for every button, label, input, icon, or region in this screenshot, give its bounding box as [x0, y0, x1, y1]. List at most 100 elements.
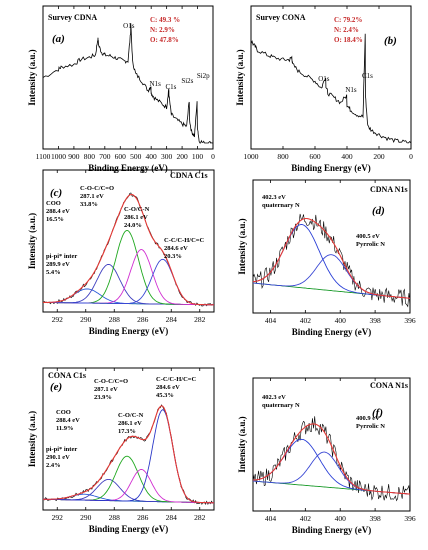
component-label: 288.4 eV [46, 208, 70, 215]
y-axis-label: Intensity (a.u.) [237, 416, 247, 472]
x-tick-label: 900 [68, 152, 80, 161]
component-label: 400.5 eV [356, 233, 380, 240]
y-axis-label: Intensity (a.u.) [27, 213, 37, 269]
component-label: quaternary N [262, 402, 300, 409]
x-tick-label: 0 [211, 152, 215, 161]
x-axis-label: Binding Energy (eV) [292, 525, 372, 535]
x-tick-label: 400 [341, 152, 353, 161]
composition-label: N: 2.4% [334, 26, 359, 34]
x-tick-label: 600 [309, 152, 321, 161]
x-tick-label: 282 [194, 315, 206, 324]
composition-label: N: 2.9% [150, 26, 175, 34]
panel-letter: (a) [52, 33, 65, 45]
x-tick-label: 1100 [36, 152, 51, 161]
panel-b: 1000 800 600 400 200 0 Binding Energy (eV) Inte… [235, 5, 413, 173]
component-label: 16.5% [46, 216, 64, 223]
panel-f: 404 402 400 398 396 Binding Energy (eV) Intens… [237, 377, 416, 535]
component-label: C-C/C-H/C=C [156, 376, 196, 383]
panel-title: CDNA N1s [370, 185, 408, 194]
component-label: Pyrrolic N [356, 241, 385, 248]
component-label: C-C/C-H/C=C [164, 237, 204, 244]
component-label: 402.3 eV [262, 394, 286, 401]
x-axis-label: Binding Energy (eV) [292, 327, 372, 337]
component-label: 17.3% [118, 428, 136, 435]
component-label: C-O-C/C=O [94, 378, 128, 385]
x-tick-label: 284 [166, 513, 178, 522]
component-label: 2.4% [46, 462, 61, 469]
panel-title: CDNA C1s [170, 171, 208, 180]
x-axis-label: Binding Energy (eV) [89, 326, 169, 336]
x-tick-label: 398 [369, 514, 381, 523]
y-axis-label: Intensity (a.u.) [27, 49, 37, 105]
panel-d: 404 402 400 398 396 Binding Energy (eV) Intens… [237, 179, 416, 337]
x-tick-label: 402 [300, 316, 312, 325]
component-label: pi-pi* inter [46, 446, 77, 453]
component-label: 289.9 eV [46, 261, 70, 268]
component-label: C-O/C-N [118, 412, 144, 419]
panel-title: CONA N1s [370, 381, 408, 390]
plot-frame [42, 367, 215, 511]
x-tick-label: 284 [166, 315, 178, 324]
panel-title: Survey CDNA [48, 13, 97, 22]
component-label: pi-pi* inter [46, 253, 77, 260]
component-label: C-O-C/C=O [80, 185, 114, 192]
panel-letter: (d) [372, 205, 385, 217]
spectrum-line [42, 23, 213, 144]
x-tick-label: 200 [373, 152, 385, 161]
component-label: 290.1 eV [46, 454, 70, 461]
component-label: 288.4 eV [56, 417, 80, 424]
x-tick-label: 400 [335, 316, 347, 325]
x-tick-label: 286 [137, 513, 149, 522]
x-tick-label: 288 [109, 315, 121, 324]
x-tick-label: 1000 [51, 152, 66, 161]
raw-spectrum [252, 213, 411, 308]
composition-label: O: 47.8% [150, 36, 179, 44]
component-label: 20.3% [164, 253, 182, 260]
y-axis-label: Intensity (a.u.) [235, 49, 245, 105]
component-label: COO [46, 200, 61, 207]
panel-e: 292 290 288 286 284 282 Binding Energy (eV) Int… [27, 367, 215, 534]
x-tick-label: 404 [265, 514, 277, 523]
component-label: 33.8% [80, 201, 98, 208]
panel-letter: (f) [372, 407, 383, 419]
fit-envelope [43, 193, 214, 306]
component-label: 287.1 eV [94, 386, 118, 393]
composition-label: O: 18.4% [334, 36, 363, 44]
x-axis-label: Binding Energy (eV) [291, 163, 371, 173]
panel-letter: (b) [384, 35, 397, 47]
x-tick-label: 396 [404, 514, 416, 523]
x-tick-label: 700 [99, 152, 111, 161]
x-tick-label: 290 [80, 315, 92, 324]
panel-letter: (e) [50, 381, 62, 393]
component-label: COO [56, 409, 71, 416]
x-tick-label: 292 [52, 513, 64, 522]
component-label: 286.1 eV [124, 214, 148, 221]
y-axis-label: Intensity (a.u.) [27, 411, 37, 467]
component-label: 5.4% [46, 269, 61, 276]
panel-title: CONA C1s [48, 371, 86, 380]
spectrum-line [250, 33, 412, 144]
x-tick-label: 292 [52, 315, 64, 324]
component-label: 45.3% [156, 392, 174, 399]
x-tick-label: 0 [409, 152, 413, 161]
x-tick-label: 1000 [244, 152, 259, 161]
plot-frame [252, 377, 411, 512]
peak-label: N1s [345, 86, 357, 94]
peak-label: C1s [166, 83, 177, 91]
composition-label: C: 49.3 % [150, 16, 180, 24]
component-label: 287.1 eV [80, 193, 104, 200]
x-tick-label: 200 [176, 152, 188, 161]
x-tick-label: 402 [300, 514, 312, 523]
x-tick-label: 398 [369, 316, 381, 325]
x-tick-label: 290 [80, 513, 92, 522]
x-tick-label: 400 [335, 514, 347, 523]
x-tick-label: 800 [277, 152, 289, 161]
x-axis-label: Binding Energy (eV) [89, 524, 169, 534]
peak-label: Si2p [197, 72, 210, 80]
peak-label: O1s [318, 75, 330, 83]
x-tick-label: 500 [130, 152, 142, 161]
peak-label: N1s [150, 80, 162, 88]
fit-component [43, 455, 214, 504]
x-tick-label: 396 [404, 316, 416, 325]
x-tick-label: 800 [84, 152, 96, 161]
